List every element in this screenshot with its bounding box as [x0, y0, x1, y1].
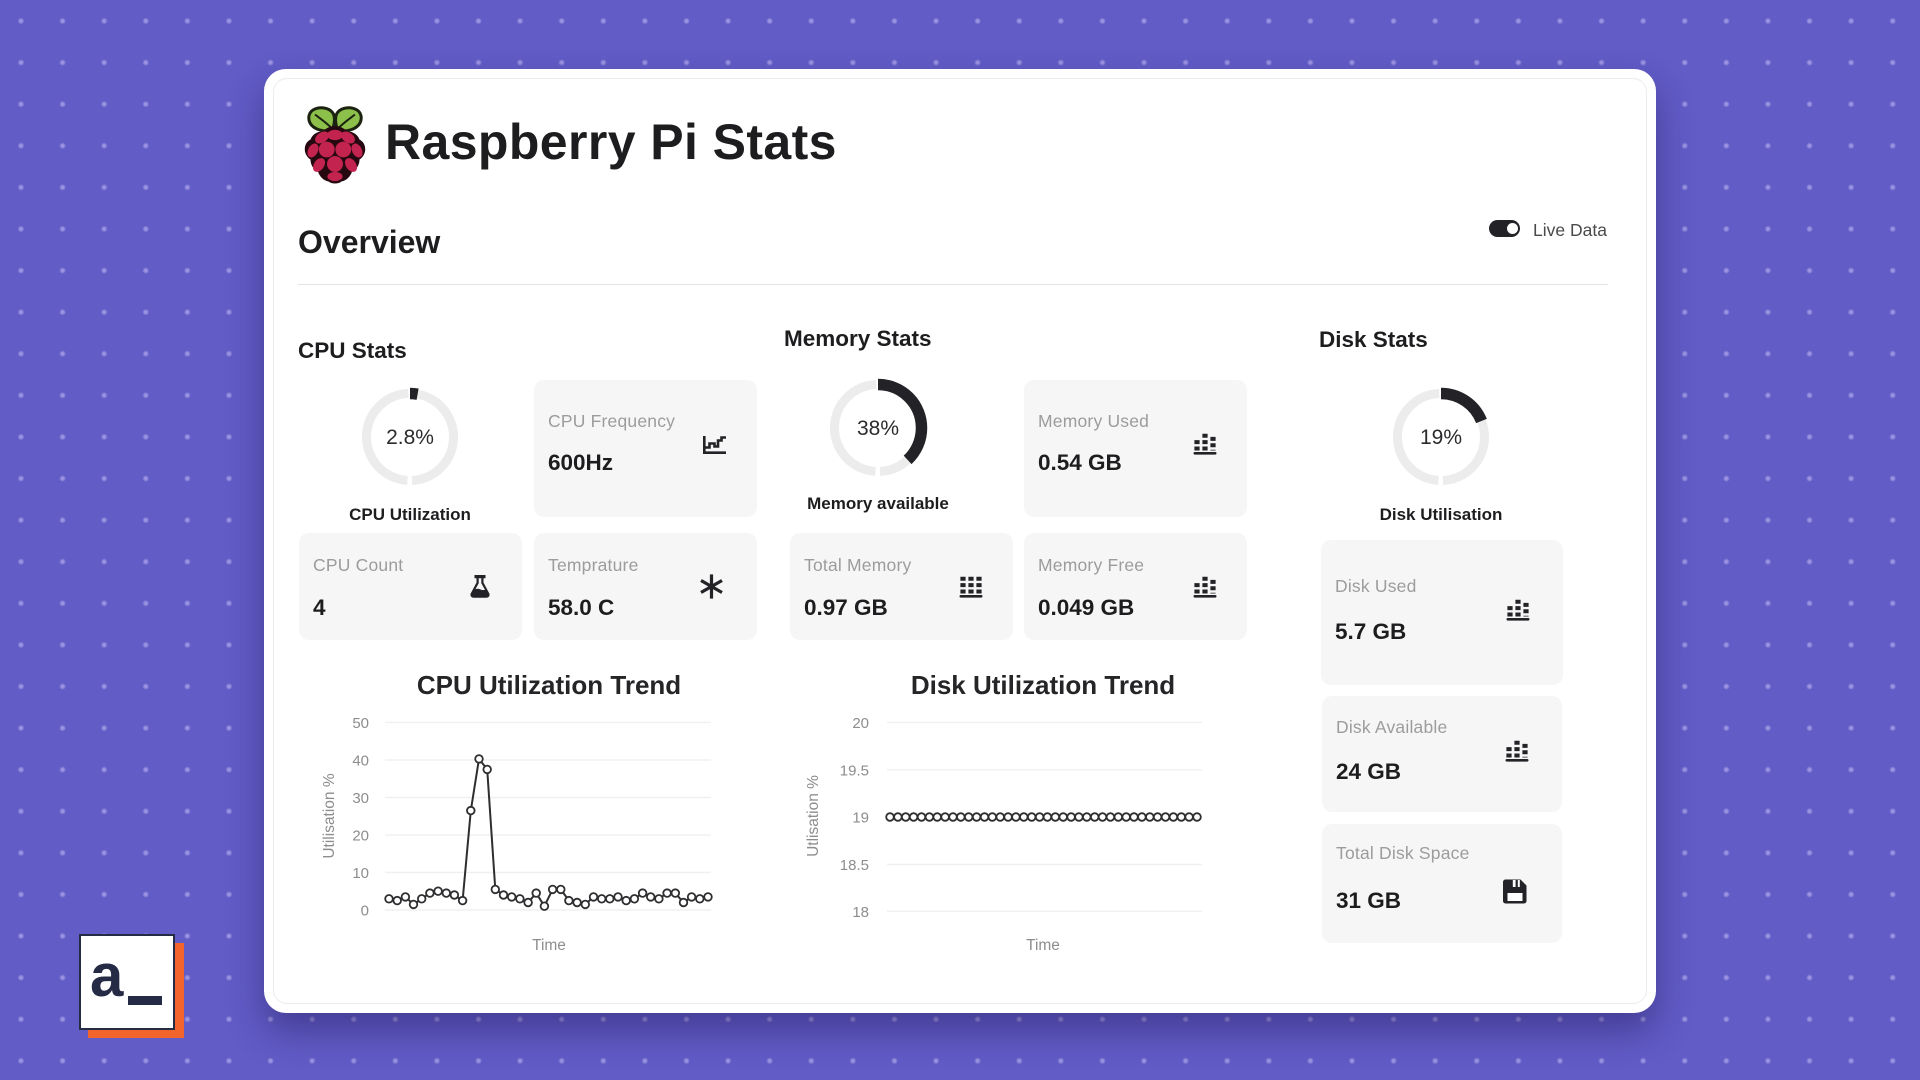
svg-text:10: 10	[352, 865, 369, 882]
svg-text:0: 0	[361, 903, 369, 920]
svg-text:Time: Time	[532, 937, 566, 954]
svg-text:19: 19	[852, 810, 869, 827]
svg-text:30: 30	[352, 790, 369, 807]
svg-text:19.5: 19.5	[840, 762, 869, 779]
svg-text:18.5: 18.5	[840, 857, 869, 874]
svg-text:Utlisation %: Utlisation %	[805, 775, 822, 857]
svg-text:38%: 38%	[857, 417, 899, 440]
svg-text:20: 20	[852, 715, 869, 732]
svg-text:Time: Time	[1026, 937, 1060, 954]
svg-text:Utilisation %: Utilisation %	[321, 773, 338, 858]
svg-text:20: 20	[352, 828, 369, 845]
svg-text:40: 40	[352, 753, 369, 770]
svg-text:19%: 19%	[1420, 426, 1462, 449]
svg-text:2.8%: 2.8%	[386, 426, 434, 449]
svg-text:50: 50	[352, 715, 369, 732]
svg-text:18: 18	[852, 904, 869, 921]
